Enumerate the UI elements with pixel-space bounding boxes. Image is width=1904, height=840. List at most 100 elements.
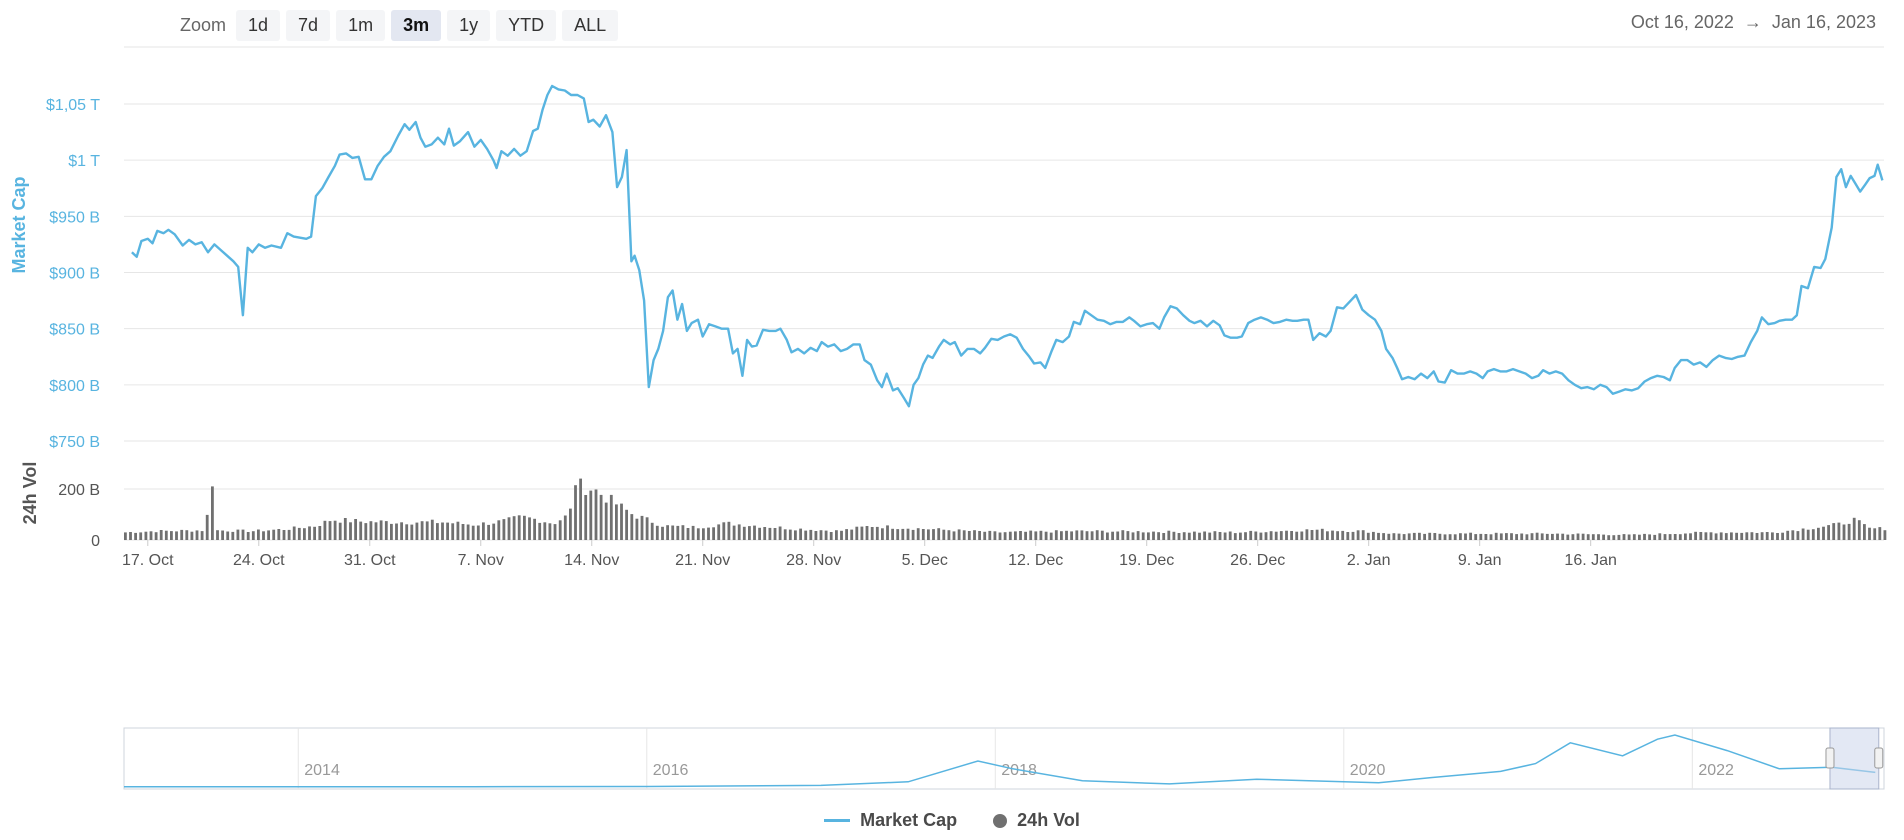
market-cap-line [131, 84, 1884, 408]
volume-bar [978, 531, 982, 540]
y-tick-label: $1,05 T [46, 97, 100, 114]
volume-bar [973, 530, 976, 540]
volume-bar [1760, 532, 1764, 540]
volume-bar [860, 526, 864, 540]
volume-bar [1714, 533, 1718, 540]
volume-bar [865, 526, 869, 540]
volume-bar [364, 523, 368, 540]
volume-bar [1274, 531, 1278, 540]
volume-bar [1724, 533, 1728, 540]
volume-bar [1300, 531, 1304, 540]
volume-bar [1591, 534, 1595, 540]
volume-bar [1479, 533, 1483, 540]
volume-bar [1239, 532, 1242, 540]
market-cap-axis-title: Market Cap [9, 176, 29, 273]
volume-bar [384, 521, 388, 540]
y-tick-label: $900 B [49, 266, 100, 283]
volume-tick-label: 200 B [58, 482, 100, 499]
volume-bar [1545, 533, 1549, 540]
volume-bar [1366, 532, 1370, 540]
volume-bar [1402, 534, 1406, 540]
navigator-line [124, 734, 1876, 788]
volume-bar [1264, 532, 1268, 540]
range-arrow: → [1743, 12, 1762, 32]
volume-bar [1576, 533, 1580, 540]
x-tick-label: 31. Oct [344, 552, 396, 569]
volume-bar [1259, 532, 1263, 540]
zoom-7d-button[interactable]: 7d [286, 9, 331, 41]
volume-bar [1520, 533, 1524, 540]
volume-bar [840, 530, 843, 540]
volume-bar [246, 532, 250, 540]
volume-bar [589, 490, 593, 540]
volume-bar [1131, 532, 1135, 540]
volume-bar [251, 531, 255, 540]
volume-bar [1668, 534, 1672, 540]
volume-bar [1494, 532, 1498, 540]
volume-bar [804, 530, 808, 540]
volume-bar [1786, 530, 1790, 540]
volume-bar [983, 531, 987, 540]
volume-bar [650, 522, 654, 540]
volume-bar [538, 522, 542, 540]
range-to[interactable]: Jan 16, 2023 [1771, 12, 1876, 32]
volume-bar [1719, 532, 1723, 540]
volume-bar [195, 530, 199, 540]
volume-bar [901, 528, 905, 540]
volume-bar [1632, 534, 1636, 540]
volume-bar [1177, 533, 1181, 540]
volume-bar [1019, 531, 1022, 540]
volume-bar [190, 531, 194, 540]
volume-bar [1806, 529, 1810, 540]
zoom-1d-button[interactable]: 1d [236, 9, 281, 41]
volume-bar [338, 522, 342, 540]
volume-bar [262, 531, 265, 540]
volume-bar [1326, 531, 1329, 540]
volume-bar [1387, 533, 1391, 540]
volume-bar [164, 530, 168, 540]
volume-bar [359, 521, 363, 540]
volume-bar [1817, 527, 1820, 540]
volume-bar [1832, 523, 1836, 540]
volume-bar [1003, 532, 1007, 540]
volume-bar [947, 530, 951, 540]
volume-bar [1029, 530, 1033, 540]
x-tick-label: 16. Jan [1564, 552, 1616, 569]
volume-bar [773, 528, 777, 540]
volume-bar [333, 520, 337, 540]
range-from[interactable]: Oct 16, 2022 [1630, 12, 1734, 32]
zoom-ytd-button[interactable]: YTD [496, 9, 557, 41]
volume-bar [1223, 532, 1227, 540]
x-tick-label: 14. Nov [564, 552, 619, 569]
volume-bar [967, 531, 971, 540]
market-cap-chart[interactable]: $750 B $800 B $850 B $900 B $950 B $1 T $1,05 … [0, 0, 1904, 800]
navigator-tick-label: 2020 [1350, 762, 1386, 779]
legend-market-cap[interactable]: Market Cap [824, 810, 957, 831]
volume-bar [921, 529, 925, 540]
volume-bar [1305, 529, 1309, 540]
volume-bar [400, 522, 404, 540]
zoom-1m-button[interactable]: 1m [336, 9, 386, 41]
volume-bar [1627, 534, 1631, 540]
volume-bar [957, 529, 961, 540]
volume-bar [1203, 531, 1207, 540]
volume-bar [1755, 533, 1759, 540]
volume-bar [512, 516, 516, 540]
volume-bar [768, 527, 772, 540]
y-tick-label: $950 B [49, 209, 100, 226]
volume-bar [574, 485, 577, 540]
volume-bar [671, 525, 675, 540]
zoom-3m-button[interactable]: 3m [391, 9, 442, 41]
volume-bar [1811, 529, 1815, 540]
volume-bar [1515, 534, 1519, 540]
volume-bar [1372, 531, 1375, 540]
legend-volume[interactable]: 24h Vol [993, 810, 1080, 831]
volume-bar [1448, 534, 1452, 540]
volume-bar [712, 527, 716, 540]
zoom-1y-button[interactable]: 1y [447, 9, 491, 41]
volume-bar [1622, 534, 1626, 540]
x-tick-label: 9. Jan [1458, 552, 1502, 569]
volume-bar [1740, 532, 1744, 540]
zoom-all-button[interactable]: ALL [562, 9, 619, 41]
navigator[interactable]: 2014 2016 2018 2020 2022 [123, 727, 1885, 790]
